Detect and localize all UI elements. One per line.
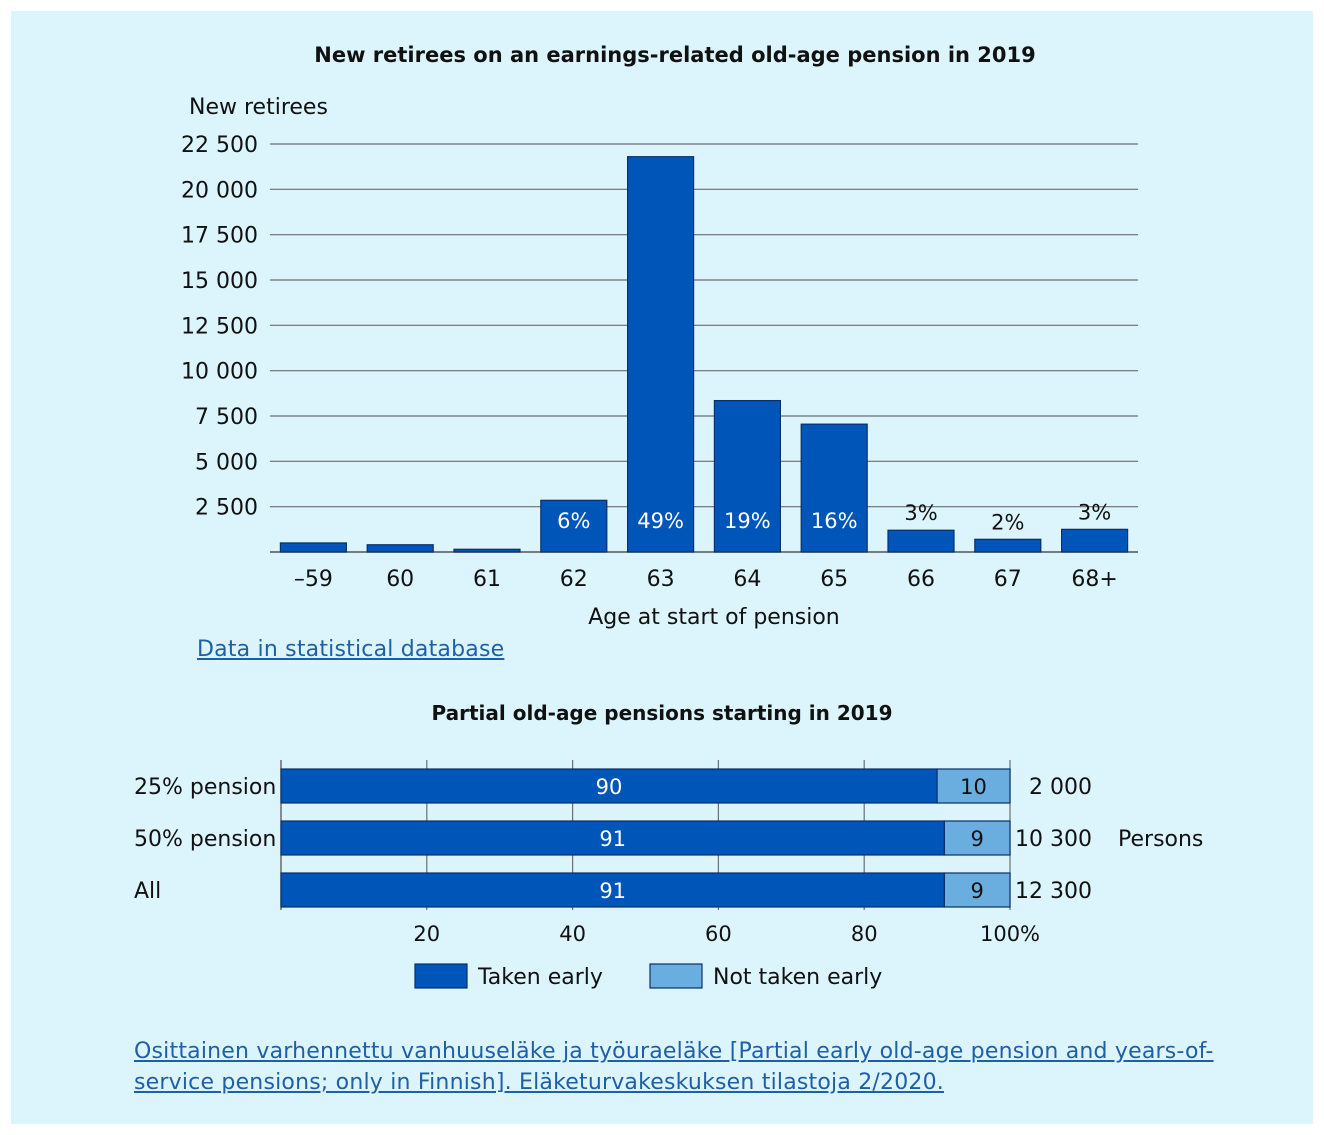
chart1-bar	[974, 538, 1042, 553]
chart2-category-label: 50% pension	[134, 827, 276, 852]
chart1-y-tick-label: 7 500	[195, 405, 258, 430]
report-link-line-2[interactable]: service pensions; only in Finnish]. Eläk…	[134, 1070, 944, 1095]
chart2-title: Partial old-age pensions starting in 201…	[432, 701, 893, 725]
chart1-bar-label: 2%	[991, 510, 1024, 534]
chart1-y-axis-label: New retirees	[189, 95, 328, 120]
persons-label: Persons	[1118, 827, 1203, 852]
chart1-x-tick-label: –59	[294, 567, 333, 592]
chart1-x-tick-label: 64	[733, 567, 761, 592]
chart1-bar-label: 16%	[811, 509, 858, 533]
chart1-x-tick-label: 63	[647, 567, 675, 592]
chart2-category-label: All	[134, 879, 161, 904]
chart2-segment-label: 91	[599, 879, 626, 903]
chart1-y-tick-label: 2 500	[195, 496, 258, 521]
chart2-x-tick-label: 20	[413, 922, 440, 946]
chart1-x-tick-label: 68+	[1071, 567, 1117, 592]
chart1-y-tick-label: 20 000	[181, 178, 258, 203]
legend-swatch	[414, 963, 468, 989]
chart1-x-axis-label: Age at start of pension	[588, 605, 840, 630]
chart1-bar	[453, 548, 521, 553]
chart2-bar-segment	[943, 872, 1011, 908]
chart2-total-label: 2 000	[1029, 775, 1092, 800]
report-link-line-1[interactable]: Osittainen varhennettu vanhuuseläke ja t…	[134, 1039, 1214, 1064]
chart2-segment-label: 9	[971, 827, 984, 851]
chart1-x-tick-label: 60	[386, 567, 414, 592]
chart1-bar-label: 49%	[637, 509, 684, 533]
chart2-total-label: 12 300	[1015, 879, 1092, 904]
chart1-y-tick-label: 12 500	[181, 314, 258, 339]
chart1-bar-label: 19%	[724, 509, 771, 533]
chart2-segment-label: 10	[960, 775, 987, 799]
chart1-x-tick-label: 62	[560, 567, 588, 592]
chart1-y-tick-label: 17 500	[181, 224, 258, 249]
chart1-bar	[800, 423, 868, 553]
chart2-segment-label: 90	[596, 775, 623, 799]
chart2-bar-segment	[280, 872, 945, 908]
report-link[interactable]: Osittainen varhennettu vanhuuseläke ja t…	[134, 1036, 1214, 1098]
chart1-x-tick-label: 67	[994, 567, 1022, 592]
statistical-database-link[interactable]: Data in statistical database	[197, 637, 505, 662]
chart1-x-tick-label: 65	[820, 567, 848, 592]
chart1-y-tick-label: 5 000	[195, 450, 258, 475]
chart1-x-tick-label: 66	[907, 567, 935, 592]
chart1-bar-label: 6%	[557, 509, 590, 533]
chart1-bar-label: 3%	[904, 501, 937, 525]
chart2-bar-segment	[943, 820, 1011, 856]
chart2-bar-segment	[280, 768, 938, 804]
chart2-total-label: 10 300	[1015, 827, 1092, 852]
legend-label: Taken early	[477, 965, 603, 990]
new-retirees-chart: New retirees on an earnings-related old-…	[181, 43, 1138, 630]
chart1-x-tick-label: 61	[473, 567, 501, 592]
partial-pensions-chart: Partial old-age pensions starting in 201…	[134, 701, 1203, 990]
legend-swatch	[649, 963, 703, 989]
chart2-category-label: 25% pension	[134, 775, 276, 800]
chart1-bar	[540, 499, 608, 553]
chart1-bar	[713, 399, 782, 553]
chart2-segment-label: 91	[599, 827, 626, 851]
chart1-bar	[887, 529, 955, 553]
chart1-y-tick-label: 10 000	[181, 360, 258, 385]
chart1-y-tick-label: 15 000	[181, 269, 258, 294]
chart1-bar	[366, 544, 434, 553]
chart2-bar-segment	[936, 768, 1011, 804]
chart1-bar	[1060, 528, 1129, 553]
legend-label: Not taken early	[713, 965, 882, 990]
chart2-x-tick-label: 100%	[980, 922, 1040, 946]
chart2-bar-segment	[280, 820, 945, 856]
chart1-title: New retirees on an earnings-related old-…	[314, 43, 1036, 67]
chart1-bar	[626, 156, 695, 553]
chart2-x-tick-label: 60	[705, 922, 732, 946]
chart1-bar-label: 3%	[1078, 500, 1111, 524]
chart2-segment-label: 9	[971, 879, 984, 903]
chart2-x-tick-label: 40	[559, 922, 586, 946]
chart1-bar	[279, 542, 347, 553]
chart1-y-tick-label: 22 500	[181, 133, 258, 158]
chart2-x-tick-label: 80	[851, 922, 878, 946]
